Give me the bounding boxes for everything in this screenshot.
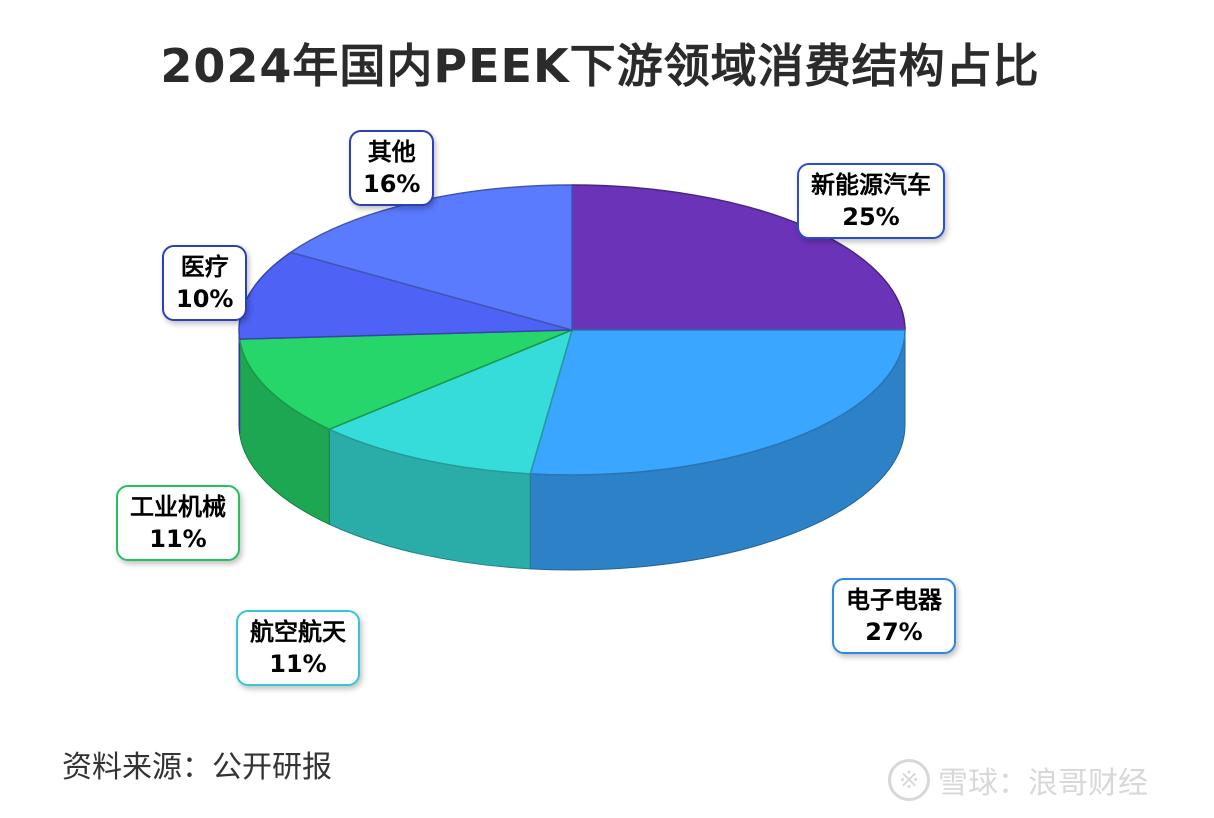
chart-title: 2024年国内PEEK下游领域消费结构占比 xyxy=(160,39,1040,93)
label-工业机械: 工业机械 11% xyxy=(116,485,240,561)
label-电子电器: 电子电器 27% xyxy=(832,578,956,654)
watermark: ※ 雪球：浪哥财经 xyxy=(888,758,1148,802)
label-其他: 其他 16% xyxy=(349,130,435,206)
pie-side-医疗 xyxy=(238,329,241,435)
watermark-text: 雪球：浪哥财经 xyxy=(938,766,1148,801)
pie-slice-航空航天 xyxy=(327,328,574,475)
label-航空航天: 航空航天 11% xyxy=(236,610,360,686)
snowball-logo-icon: ※ xyxy=(888,759,930,801)
pie-top xyxy=(238,184,906,476)
pie-slice-医疗 xyxy=(238,251,573,340)
pie-slice-电子电器 xyxy=(529,329,906,476)
pie-slice-工业机械 xyxy=(238,329,573,431)
label-新能源汽车: 新能源汽车 25% xyxy=(797,163,945,239)
label-医疗: 医疗 10% xyxy=(162,245,248,321)
source-note: 资料来源：公开研报 xyxy=(62,750,332,785)
